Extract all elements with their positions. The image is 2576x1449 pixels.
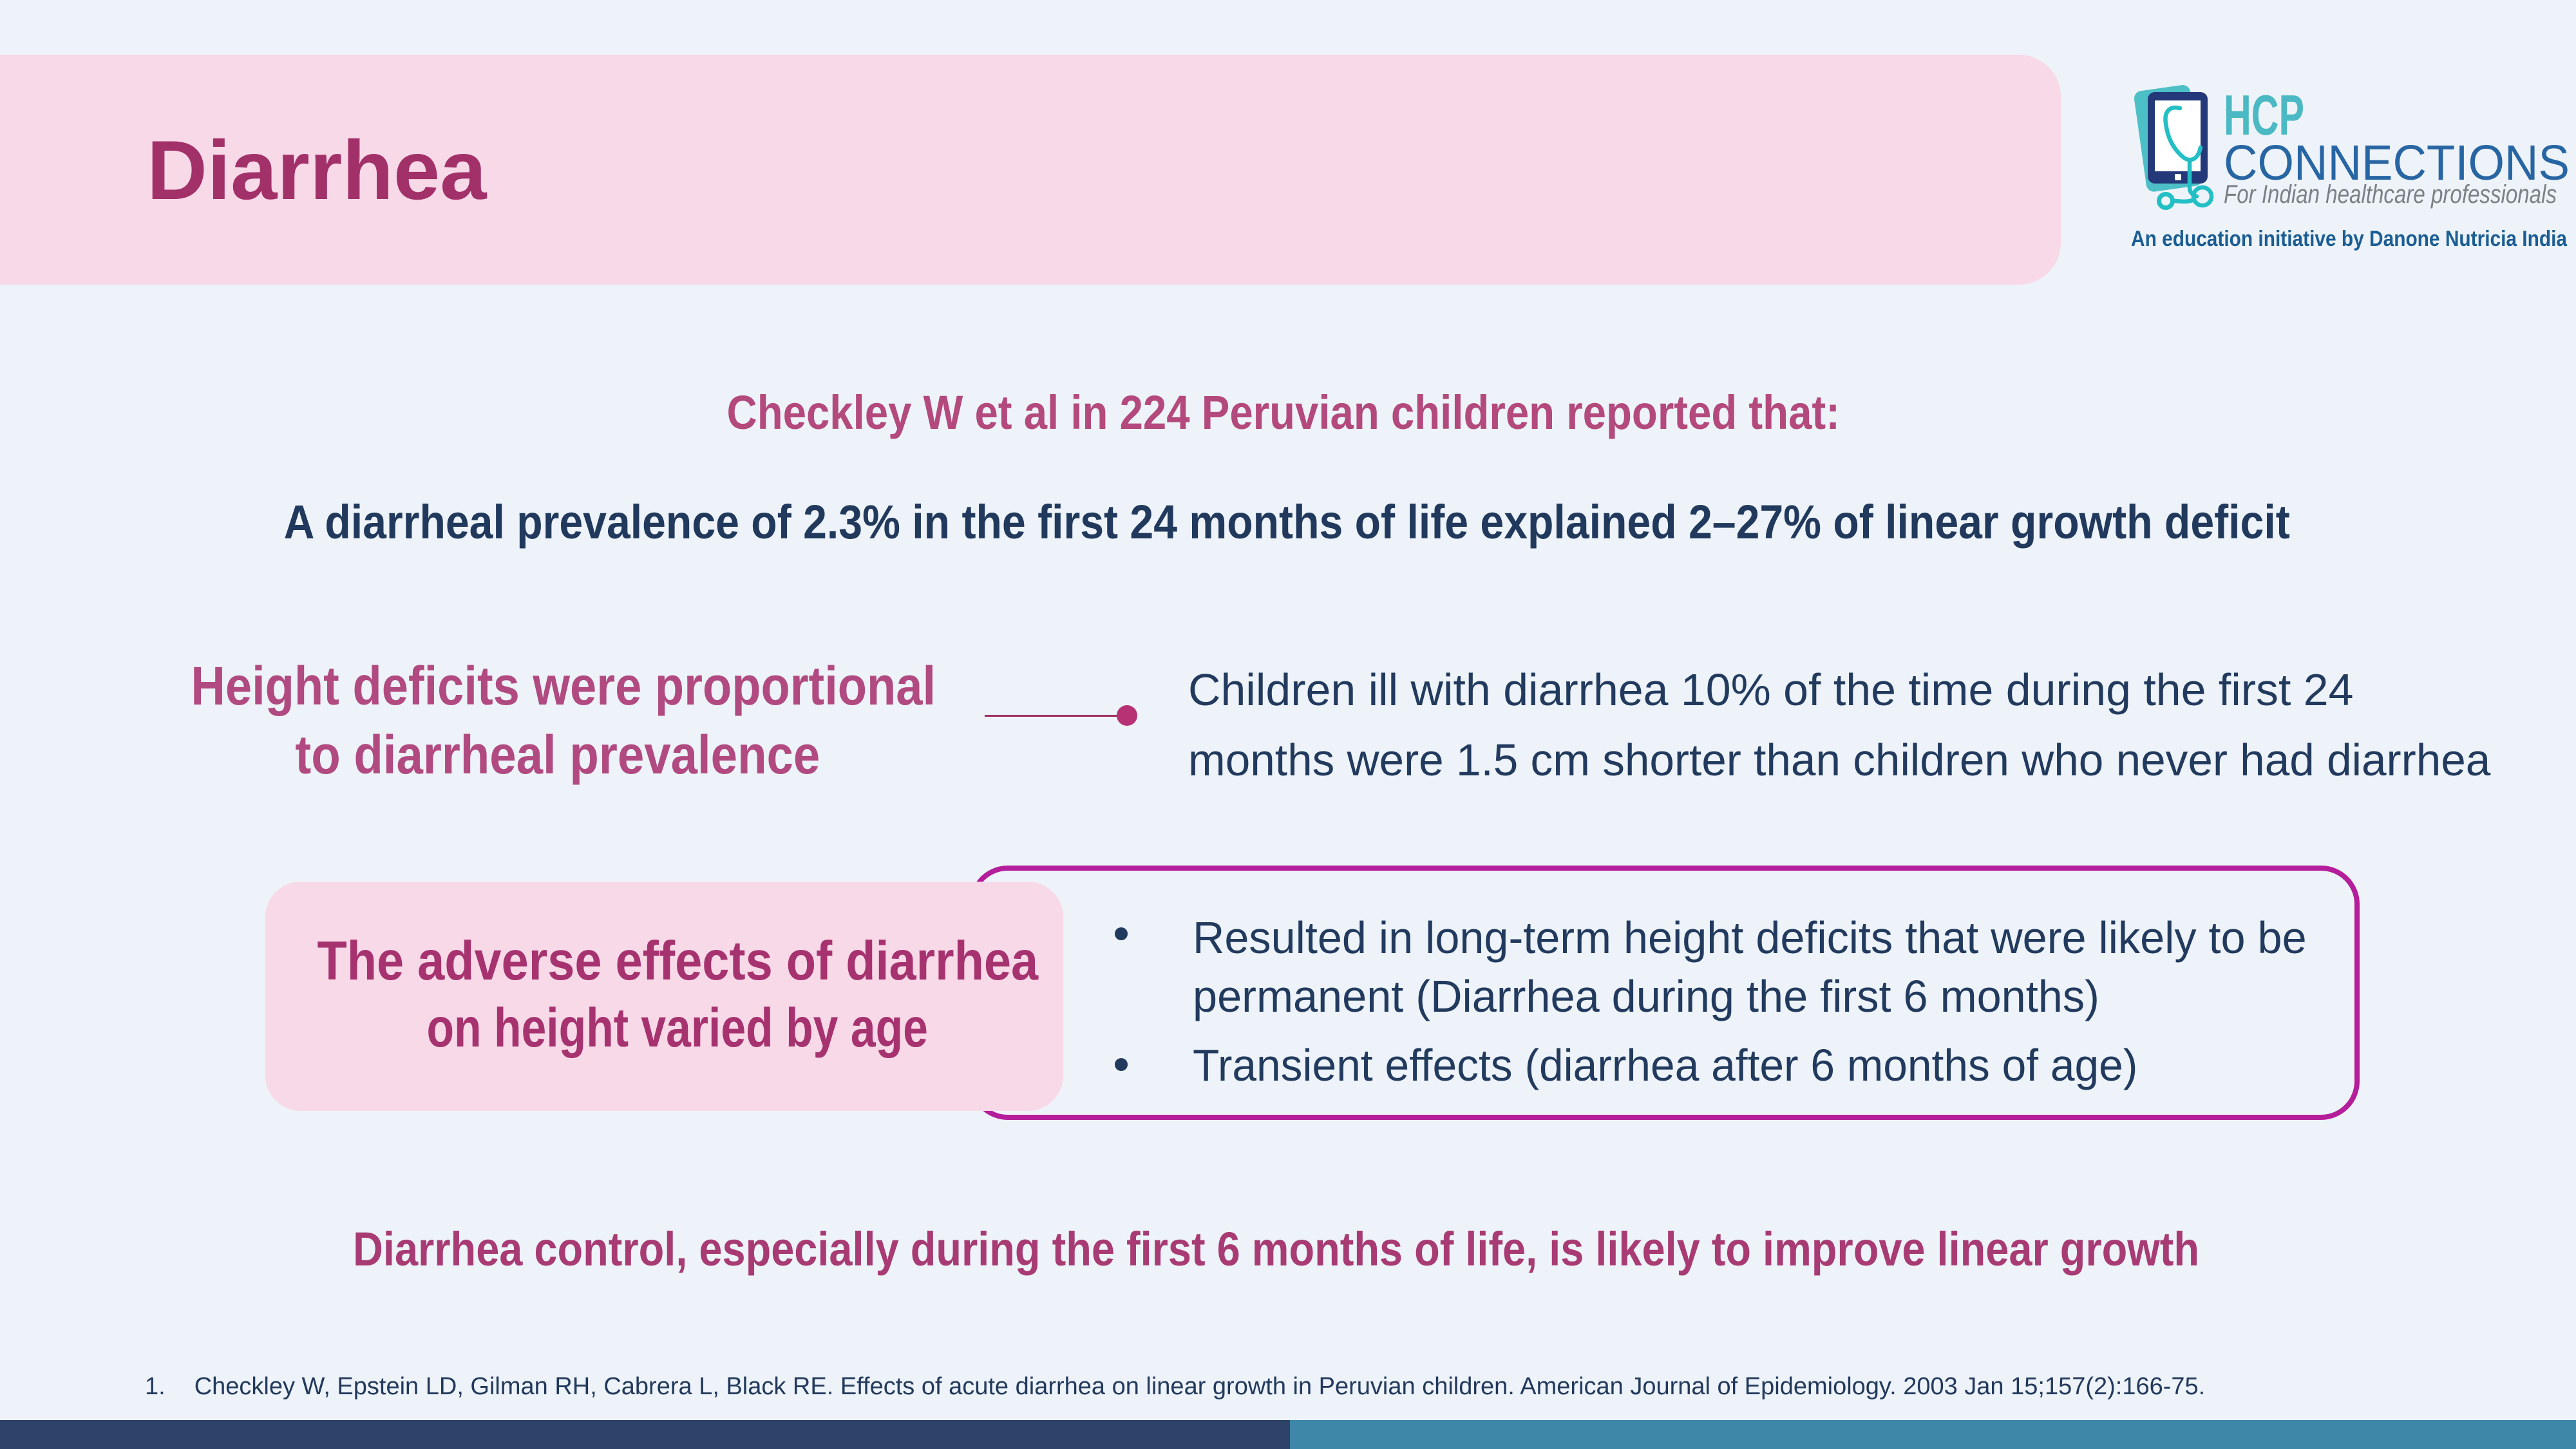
svg-text:For Indian healthcare professi: For Indian healthcare professionals xyxy=(2224,180,2557,209)
svg-text:HCP: HCP xyxy=(2224,83,2304,147)
svg-text:CONNECTIONS: CONNECTIONS xyxy=(2224,135,2570,191)
svg-text:An education initiative by Dan: An education initiative by Danone Nutric… xyxy=(2131,227,2568,251)
